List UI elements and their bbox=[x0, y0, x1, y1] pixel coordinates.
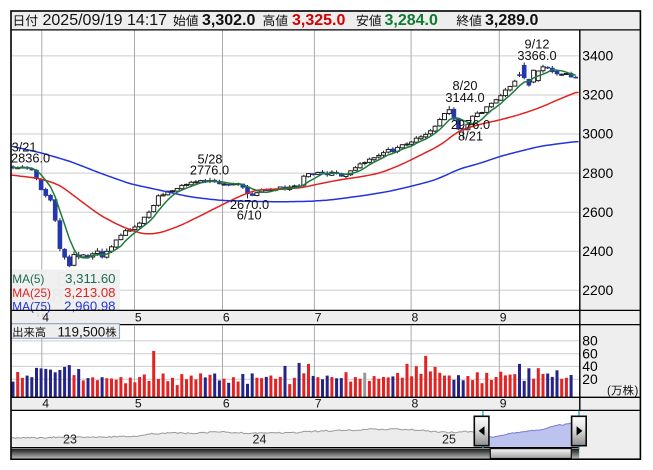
svg-text:9/12: 9/12 bbox=[525, 36, 550, 51]
svg-text:3200: 3200 bbox=[582, 87, 613, 103]
svg-text:8/21: 8/21 bbox=[458, 128, 483, 143]
svg-text:23: 23 bbox=[63, 432, 77, 446]
svg-text:): ) bbox=[635, 386, 639, 398]
svg-text:9: 9 bbox=[500, 396, 507, 410]
svg-text:2600: 2600 bbox=[582, 204, 613, 220]
svg-text:7: 7 bbox=[315, 396, 322, 410]
svg-text:3,289.0: 3,289.0 bbox=[485, 12, 538, 29]
svg-text:3/21: 3/21 bbox=[12, 140, 37, 155]
svg-text:25: 25 bbox=[442, 432, 456, 446]
svg-text:3000: 3000 bbox=[582, 126, 613, 142]
svg-text:MA(5): MA(5) bbox=[12, 272, 44, 286]
svg-text:3400: 3400 bbox=[582, 48, 613, 64]
svg-text:7: 7 bbox=[315, 311, 322, 325]
svg-text:20: 20 bbox=[582, 371, 598, 387]
svg-text:3,325.0: 3,325.0 bbox=[292, 12, 345, 29]
svg-text:60: 60 bbox=[582, 345, 598, 361]
svg-text:5: 5 bbox=[135, 311, 142, 325]
svg-text:8/20: 8/20 bbox=[453, 78, 478, 93]
svg-text:8: 8 bbox=[412, 396, 419, 410]
svg-text:5: 5 bbox=[135, 396, 142, 410]
svg-text:3366.0: 3366.0 bbox=[517, 48, 556, 63]
svg-text:24: 24 bbox=[253, 432, 267, 446]
svg-text:9: 9 bbox=[500, 311, 507, 325]
svg-text:3,302.0: 3,302.0 bbox=[202, 12, 255, 29]
svg-text:2670.0: 2670.0 bbox=[230, 197, 269, 212]
svg-text:3,311.60: 3,311.60 bbox=[65, 271, 115, 286]
svg-text:6: 6 bbox=[223, 311, 230, 325]
svg-text:4: 4 bbox=[42, 396, 49, 410]
svg-text:6: 6 bbox=[223, 396, 230, 410]
svg-text:80: 80 bbox=[582, 333, 598, 349]
svg-text:MA(25): MA(25) bbox=[12, 286, 51, 300]
svg-text:2836.0: 2836.0 bbox=[11, 151, 50, 166]
svg-text:2200: 2200 bbox=[582, 282, 613, 298]
svg-text:2,960.98: 2,960.98 bbox=[64, 298, 115, 313]
svg-text:3144.0: 3144.0 bbox=[445, 90, 484, 105]
svg-text:2025/09/19 14:17: 2025/09/19 14:17 bbox=[43, 12, 168, 29]
svg-text:(: ( bbox=[607, 386, 611, 398]
svg-text:40: 40 bbox=[582, 358, 598, 374]
svg-text:5/28: 5/28 bbox=[198, 151, 223, 166]
svg-text:2400: 2400 bbox=[582, 243, 613, 259]
svg-text:2800: 2800 bbox=[582, 165, 613, 181]
svg-text:8: 8 bbox=[412, 311, 419, 325]
svg-text:4: 4 bbox=[42, 311, 49, 325]
svg-text:3,284.0: 3,284.0 bbox=[385, 12, 438, 29]
svg-text:6/10: 6/10 bbox=[237, 208, 262, 223]
svg-text:119,500: 119,500 bbox=[58, 324, 106, 339]
svg-text:2976.0: 2976.0 bbox=[451, 117, 490, 132]
svg-text:3,213.08: 3,213.08 bbox=[64, 285, 115, 300]
svg-text:2776.0: 2776.0 bbox=[190, 163, 229, 178]
